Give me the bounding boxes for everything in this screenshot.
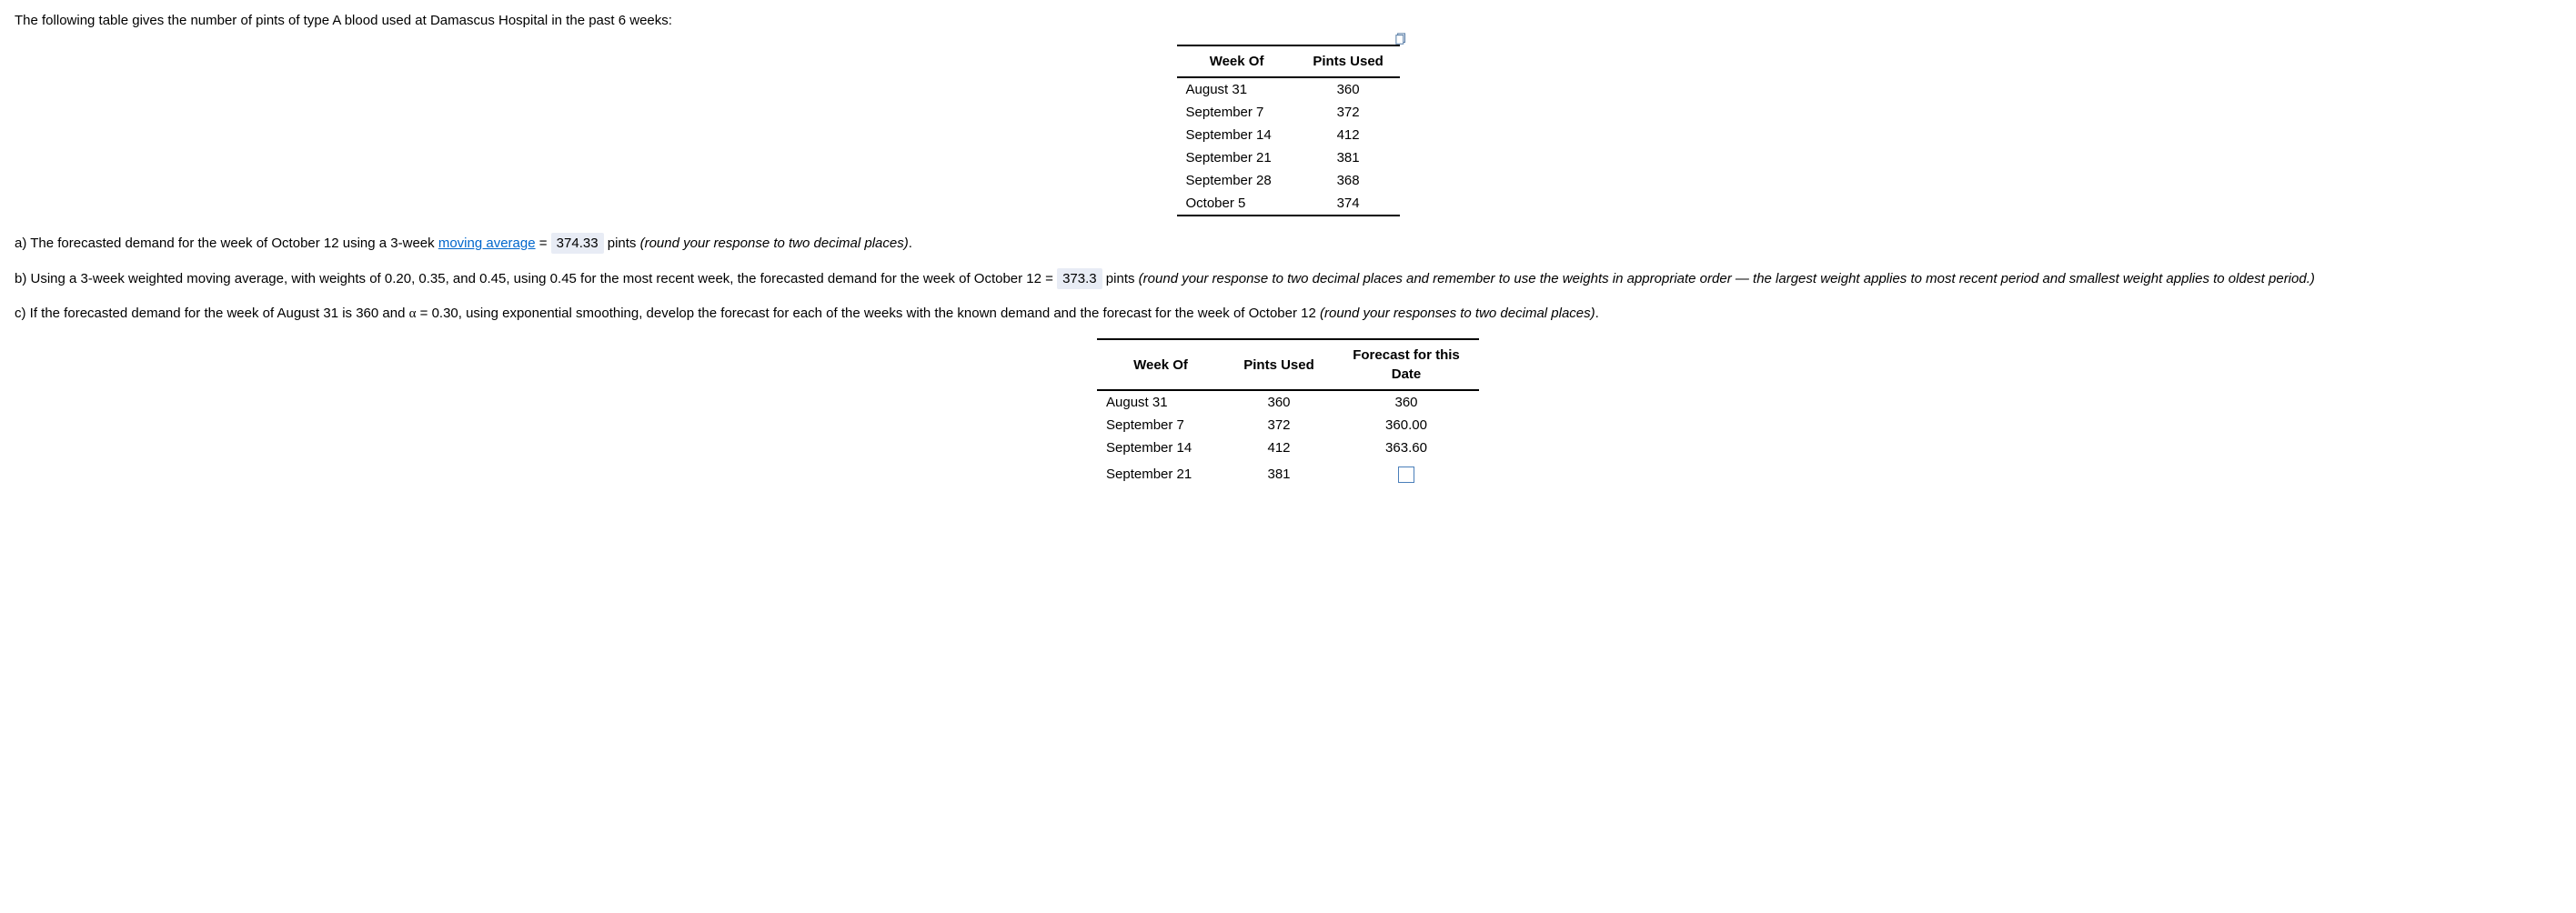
part-c-prefix: c) If the forecasted demand for the week… — [15, 306, 409, 321]
part-a-equals: = — [536, 236, 551, 251]
part-b-prefix: b) Using a 3-week weighted moving averag… — [15, 271, 1057, 286]
part-c-period: . — [1595, 306, 1599, 321]
table1-wrap: Week Of Pints Used August 31360 Septembe… — [15, 45, 2561, 216]
data-table-1: Week Of Pints Used August 31360 Septembe… — [1177, 45, 1400, 216]
table-row: September 28368 — [1177, 169, 1400, 192]
t2-week: August 31 — [1097, 390, 1224, 414]
t2-header-pints: Pints Used — [1224, 339, 1333, 390]
intro-text: The following table gives the number of … — [15, 11, 2561, 30]
t2-forecast: 360.00 — [1333, 414, 1479, 436]
part-c-mid: = 0.30, using exponential smoothing, dev… — [416, 306, 1320, 321]
table2-wrap: Week Of Pints Used Forecast for this Dat… — [15, 338, 2561, 489]
t2-week: September 14 — [1097, 436, 1224, 459]
table-row: September 21381 — [1097, 459, 1479, 489]
t2-pints: 381 — [1224, 459, 1333, 489]
forecast-input[interactable] — [1398, 467, 1414, 483]
t1-header-pints: Pints Used — [1297, 45, 1400, 77]
t1-pints: 381 — [1297, 146, 1400, 169]
t1-pints: 412 — [1297, 124, 1400, 146]
part-a-hint: (round your response to two decimal plac… — [640, 236, 909, 251]
t2-week: September 7 — [1097, 414, 1224, 436]
t1-pints: 360 — [1297, 77, 1400, 101]
t1-week: September 28 — [1177, 169, 1297, 192]
table-row: September 14412363.60 — [1097, 436, 1479, 459]
part-a-after: pints — [604, 236, 640, 251]
t1-header-week: Week Of — [1177, 45, 1297, 77]
t1-week: September 7 — [1177, 101, 1297, 124]
part-a-answer: 374.33 — [551, 233, 604, 254]
t2-forecast-input-cell — [1333, 459, 1479, 489]
part-a-text: a) The forecasted demand for the week of… — [15, 233, 2561, 254]
t1-week: October 5 — [1177, 192, 1297, 216]
table-row: August 31360360 — [1097, 390, 1479, 414]
t1-week: September 14 — [1177, 124, 1297, 146]
t2-header-week: Week Of — [1097, 339, 1224, 390]
t1-pints: 374 — [1297, 192, 1400, 216]
t2-forecast: 363.60 — [1333, 436, 1479, 459]
table-row: October 5374 — [1177, 192, 1400, 216]
t2-pints: 360 — [1224, 390, 1333, 414]
table-row: September 7372 — [1177, 101, 1400, 124]
copy-icon[interactable] — [1395, 32, 1408, 45]
t2-week: September 21 — [1097, 459, 1224, 489]
part-a-period: . — [909, 236, 912, 251]
part-b-text: b) Using a 3-week weighted moving averag… — [15, 268, 2561, 289]
table-row: September 14412 — [1177, 124, 1400, 146]
table-row: August 31360 — [1177, 77, 1400, 101]
t1-pints: 368 — [1297, 169, 1400, 192]
part-a-prefix: a) The forecasted demand for the week of… — [15, 236, 438, 251]
t1-week: September 21 — [1177, 146, 1297, 169]
part-c-text: c) If the forecasted demand for the week… — [15, 304, 2561, 324]
part-c-hint: (round your responses to two decimal pla… — [1320, 306, 1595, 321]
part-b-answer: 373.3 — [1057, 268, 1102, 289]
moving-average-link[interactable]: moving average — [438, 236, 536, 251]
data-table-2: Week Of Pints Used Forecast for this Dat… — [1097, 338, 1479, 489]
part-b-after: pints — [1102, 271, 1139, 286]
t2-header-forecast: Forecast for this Date — [1333, 339, 1479, 390]
t2-forecast: 360 — [1333, 390, 1479, 414]
t1-pints: 372 — [1297, 101, 1400, 124]
part-b-hint: (round your response to two decimal plac… — [1139, 271, 2315, 286]
table-row: September 7372360.00 — [1097, 414, 1479, 436]
table-row: September 21381 — [1177, 146, 1400, 169]
t2-pints: 412 — [1224, 436, 1333, 459]
t1-week: August 31 — [1177, 77, 1297, 101]
t2-pints: 372 — [1224, 414, 1333, 436]
